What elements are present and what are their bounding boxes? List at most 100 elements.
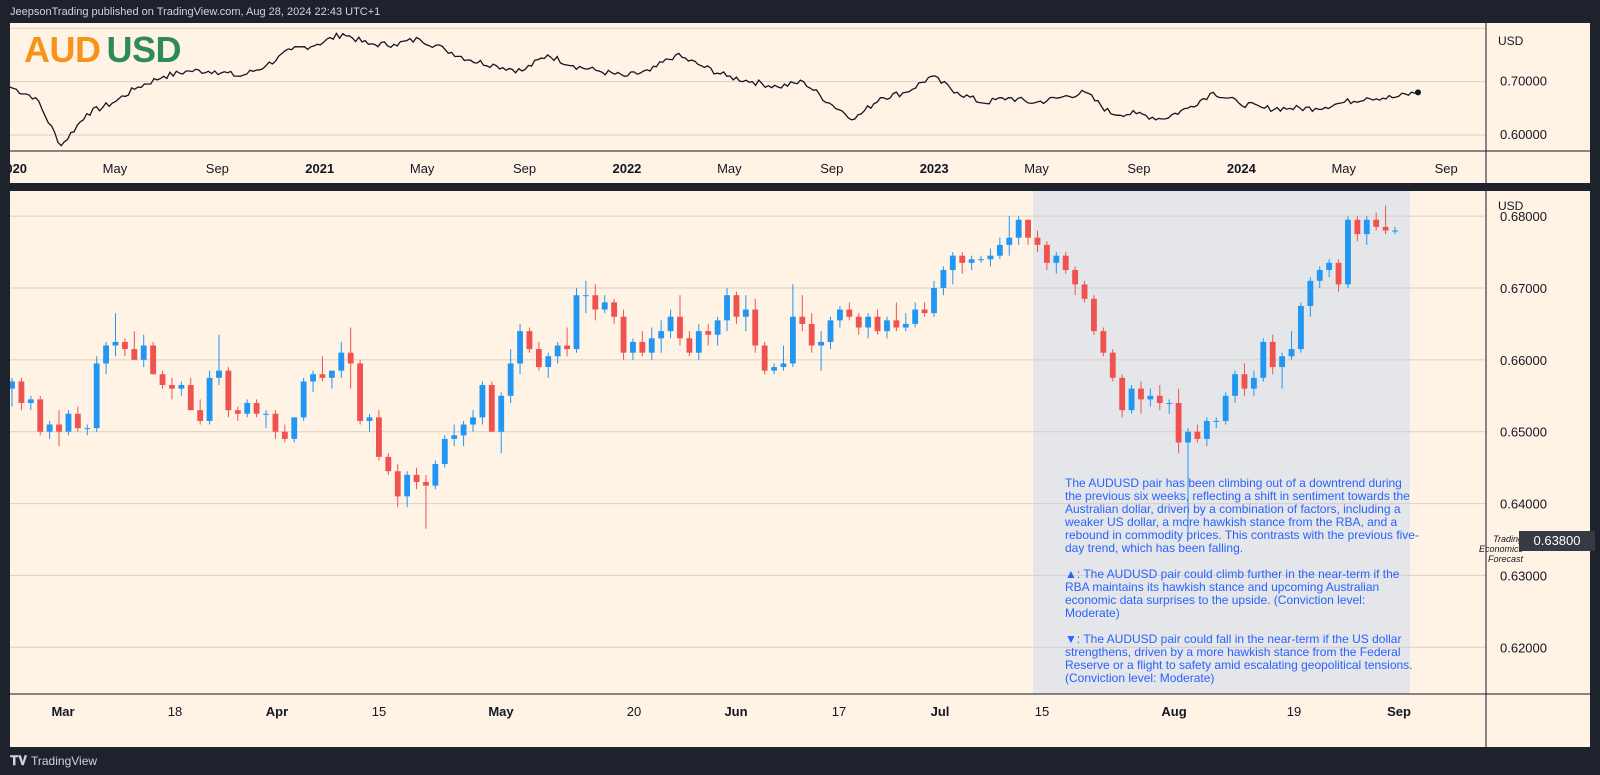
candle-down	[74, 413, 81, 429]
overview-x-tick: 2021	[305, 161, 334, 176]
overview-x-tick: Sep	[820, 161, 843, 176]
candle-down	[121, 341, 128, 350]
main-y-tick: 0.62000	[1500, 640, 1547, 655]
candle-down	[357, 363, 364, 421]
overview-x-tick: Sep	[1435, 161, 1458, 176]
candle-up	[1260, 341, 1267, 378]
candle-up	[1298, 305, 1304, 350]
candle-down	[592, 295, 599, 310]
candle-up	[84, 428, 91, 430]
candle-down	[1081, 284, 1088, 299]
candle-up	[573, 295, 580, 350]
overview-currency-label[interactable]: USD	[1498, 34, 1524, 48]
symbol-title: AUD USD	[24, 29, 182, 71]
candle-up	[507, 363, 514, 396]
candle-up	[949, 255, 956, 271]
candle-down	[959, 255, 966, 263]
candle-down	[169, 385, 175, 389]
candle-down	[131, 349, 138, 360]
candle-up	[498, 395, 505, 432]
footer[interactable]: 𝐓𝐕 TradingView	[10, 753, 97, 769]
candle-down	[1156, 395, 1163, 403]
candle-up	[865, 316, 872, 328]
candle-up	[432, 464, 439, 486]
candle-up	[140, 345, 147, 360]
candle-down	[413, 474, 420, 483]
candle-up	[366, 417, 373, 421]
overview-chart[interactable]: 0.70000 0.60000 2020 May Sep 2021 May Sep 2022 Ma…	[10, 23, 1590, 183]
candle-up	[1326, 262, 1333, 271]
candle-up	[338, 352, 345, 371]
main-chart-panel[interactable]: 0.68000 0.67000 0.66000 0.65000 0.64000 0.630…	[10, 191, 1595, 747]
candle-down	[1062, 255, 1069, 271]
candle-down	[56, 424, 62, 432]
candle-up	[1345, 219, 1351, 285]
candle-up	[968, 259, 975, 263]
candle-down	[1138, 388, 1144, 400]
main-x-tick: 20	[627, 704, 641, 719]
candle-up	[714, 320, 721, 335]
candle-up	[987, 255, 994, 260]
candle-up	[601, 302, 608, 310]
candle-down	[808, 323, 815, 346]
main-x-tick: 15	[372, 704, 386, 719]
candle-up	[1015, 219, 1022, 238]
candle-down	[611, 302, 618, 317]
main-x-tick: 15	[1035, 704, 1049, 719]
main-y-tick: 0.66000	[1500, 353, 1547, 368]
candle-up	[780, 363, 787, 368]
candle-up	[216, 370, 222, 378]
candle-down	[705, 331, 712, 335]
candle-up	[658, 331, 665, 339]
candle-up	[310, 374, 316, 382]
footer-logo-text[interactable]: TradingView	[31, 754, 98, 768]
tradingview-logo-icon[interactable]: 𝐓𝐕	[10, 753, 27, 768]
overview-y-tick: 0.70000	[1500, 74, 1547, 89]
overview-x-tick: Sep	[1127, 161, 1150, 176]
candle-down	[1373, 219, 1380, 227]
candle-up	[300, 381, 307, 418]
candle-down	[37, 399, 44, 432]
candle-down	[1072, 270, 1079, 285]
overview-x-tick: May	[1024, 161, 1049, 176]
overview-x-tick: May	[410, 161, 435, 176]
candle-down	[1025, 219, 1031, 238]
candle-up	[27, 399, 34, 403]
candle-down	[799, 316, 806, 324]
main-candlestick-chart[interactable]: 0.68000 0.67000 0.66000 0.65000 0.64000 0.630…	[10, 191, 1590, 747]
candle-up	[291, 417, 298, 439]
candle-down	[1335, 262, 1342, 285]
candle-down	[423, 482, 429, 486]
candle-down	[1043, 244, 1050, 263]
candle-up	[441, 438, 448, 465]
candle-up	[263, 413, 269, 415]
main-x-tick: May	[488, 704, 514, 719]
overview-x-tick: Sep	[513, 161, 536, 176]
candle-up	[1392, 230, 1398, 232]
main-y-tick: 0.63000	[1500, 568, 1547, 583]
overview-chart-panel[interactable]: 0.70000 0.60000 2020 May Sep 2021 May Sep 2022 Ma…	[10, 23, 1590, 183]
main-x-tick: Aug	[1161, 704, 1186, 719]
candle-down	[677, 316, 683, 339]
candle-up	[695, 331, 702, 353]
candle-up	[1147, 395, 1154, 400]
overview-y-tick: 0.60000	[1500, 127, 1547, 142]
candle-down	[347, 352, 354, 364]
main-y-tick: 0.68000	[1500, 209, 1547, 224]
candle-up	[724, 295, 730, 321]
candle-up	[65, 413, 72, 432]
candle-up	[912, 309, 919, 324]
candle-up	[112, 341, 119, 346]
main-currency-label[interactable]: USD	[1498, 199, 1524, 213]
main-y-tick: 0.65000	[1500, 425, 1547, 440]
candle-up	[837, 309, 843, 321]
main-y-tick: 0.64000	[1500, 497, 1547, 512]
candle-up	[771, 367, 777, 371]
overview-x-tick: 2022	[612, 161, 641, 176]
candle-up	[648, 338, 655, 353]
publisher-header: JeepsonTrading published on TradingView.…	[10, 6, 381, 18]
candle-down	[197, 410, 204, 421]
candle-up	[1363, 219, 1370, 235]
candle-up	[902, 323, 909, 328]
candle-down	[376, 417, 382, 457]
